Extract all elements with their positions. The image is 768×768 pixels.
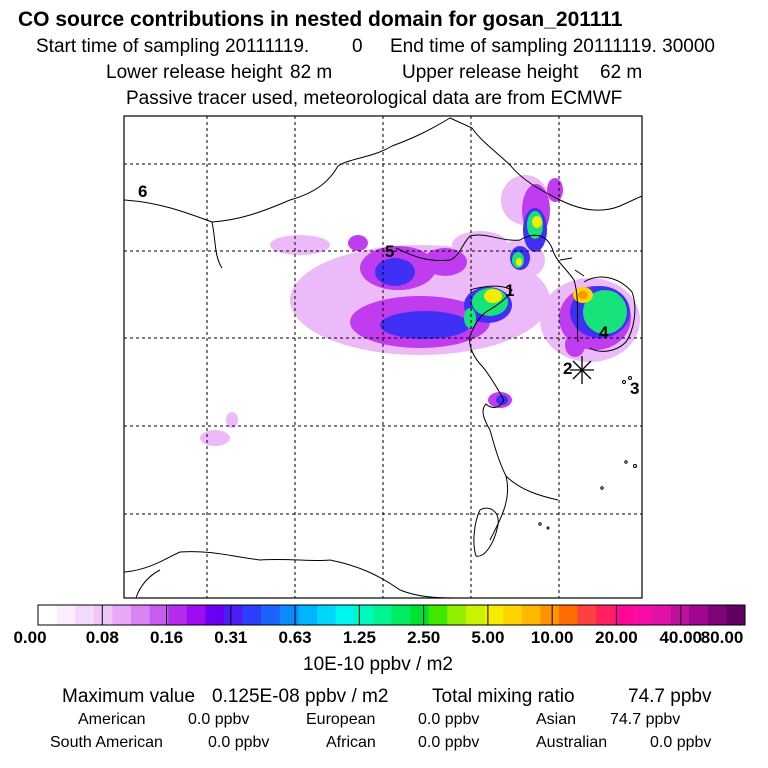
colorbar-swatch (391, 605, 411, 625)
lower-release-label: Lower release height (106, 62, 283, 83)
region-african-value: 0.0 ppbv (418, 734, 480, 751)
region-label-5: 5 (385, 242, 394, 261)
colorbar-swatch (261, 605, 281, 625)
colorbar-tick-label: 10.00 (530, 628, 574, 647)
region-american-name: American (78, 711, 146, 728)
region-african-name: African (326, 734, 376, 751)
colorbar-tick-label: 0.16 (149, 628, 184, 647)
colorbar-tick-label: 0.08 (85, 628, 119, 647)
region-australian-name: Australian (536, 734, 608, 751)
colorbar-swatch (317, 605, 337, 625)
colorbar-unit: 10E-10 ppbv / m2 (303, 654, 453, 675)
colorbar-swatch (298, 605, 318, 625)
colorbar-swatch (56, 605, 76, 625)
colorbar-swatch (112, 605, 132, 625)
colorbar-swatch (279, 605, 299, 625)
colorbar-swatch (242, 605, 262, 625)
colorbar-swatch (93, 605, 113, 625)
colorbar-swatch (596, 605, 616, 625)
region-label-4: 4 (599, 323, 609, 342)
colorbar-swatch (186, 605, 206, 625)
region-label-6: 6 (138, 182, 147, 201)
lower-release-value: 82 m (290, 62, 333, 83)
plume-hotspots (484, 216, 593, 303)
colorbar-tick-label: 5.00 (471, 628, 505, 647)
colorbar-swatch (521, 605, 541, 625)
colorbar-swatch (540, 605, 560, 625)
map-frame (123, 115, 643, 599)
receptor-marker (570, 356, 594, 384)
colorbar-outline (37, 604, 746, 626)
colorbar-swatch (168, 605, 188, 625)
start-time-value: 0 (352, 36, 363, 57)
total-mixing-label: Total mixing ratio (432, 686, 575, 707)
colorbar-tick-label: 1.25 (342, 628, 376, 647)
colorbar-swatch (689, 605, 709, 625)
colorbar-tick-label: 0.31 (214, 628, 248, 647)
colorbar-tick-label: 80.00 (700, 628, 744, 647)
upper-release-label: Upper release height (402, 62, 579, 83)
chart-title: CO source contributions in nested domain… (18, 8, 623, 31)
colorbar-swatch (410, 605, 430, 625)
region-label-2: 2 (563, 359, 572, 378)
colorbar-swatch (726, 605, 746, 625)
colorbar-swatch (614, 605, 634, 625)
graticule (124, 116, 642, 598)
colorbar-swatch (670, 605, 690, 625)
colorbar-swatch (558, 605, 579, 625)
colorbar-swatch (651, 605, 672, 625)
colorbar-swatch (131, 605, 151, 625)
colorbar-swatch (465, 605, 486, 625)
end-time-label: End time of sampling 20111119. 30000 (390, 36, 715, 57)
region-asian-name: Asian (536, 711, 577, 728)
colorbar-tick-label: 0.00 (13, 628, 47, 647)
region-south-american-value: 0.0 ppbv (208, 734, 270, 751)
colorbar-swatch (577, 605, 597, 625)
colorbar-swatch (484, 605, 504, 625)
colorbar-tick-label: 0.63 (278, 628, 312, 647)
upper-release-value: 62 m (600, 62, 643, 83)
colorbar-swatch (335, 605, 355, 625)
colorbar-swatch (633, 605, 653, 625)
coastlines (124, 117, 642, 598)
region-south-american-name: South American (50, 734, 163, 751)
colorbar-swatch (38, 605, 58, 625)
colorbar-swatch (75, 605, 95, 625)
region-american-value: 0.0 ppbv (188, 711, 250, 728)
tracer-note: Passive tracer used, meteorological data… (126, 88, 623, 109)
colorbar-swatch (503, 605, 523, 625)
region-australian-value: 0.0 ppbv (650, 734, 712, 751)
colorbar-swatch (224, 605, 244, 625)
colorbar-swatch (428, 605, 448, 625)
colorbar-swatch (354, 605, 374, 625)
colorbar-swatch (372, 605, 392, 625)
colorbar-swatch (447, 605, 467, 625)
colorbar (37, 604, 746, 626)
colorbar-tick-label: 2.50 (407, 628, 441, 647)
total-mixing-value: 74.7 ppbv (628, 686, 712, 707)
colorbar-swatch (205, 605, 225, 625)
colorbar-swatch (149, 605, 169, 625)
colorbar-tick-label: 20.00 (595, 628, 638, 647)
max-value: 0.125E-08 ppbv / m2 (212, 686, 389, 707)
region-asian-value: 74.7 ppbv (610, 711, 681, 728)
region-label-1: 1 (505, 281, 514, 300)
max-value-label: Maximum value (62, 686, 196, 707)
region-european-value: 0.0 ppbv (418, 711, 480, 728)
region-european-name: European (306, 711, 376, 728)
region-label-3: 3 (630, 379, 639, 398)
colorbar-swatch (707, 605, 727, 625)
start-time-label: Start time of sampling 20111119. (36, 36, 310, 57)
colorbar-tick-label: 40.00 (659, 628, 702, 647)
